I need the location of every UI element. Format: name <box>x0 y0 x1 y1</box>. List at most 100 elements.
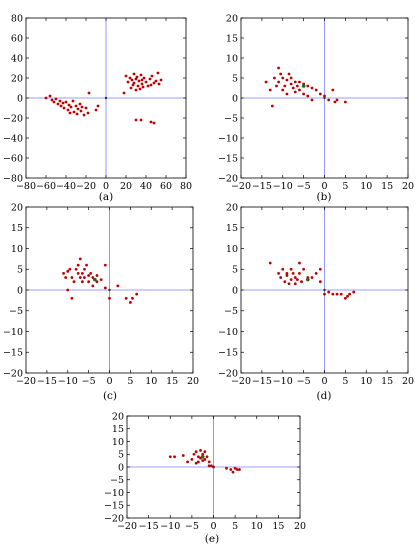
data-point <box>135 75 139 79</box>
data-point <box>291 272 295 275</box>
data-point <box>72 280 76 284</box>
x-tick-label: 20 <box>187 376 199 387</box>
x-tick-label: −20 <box>76 181 96 192</box>
data-point <box>140 82 144 86</box>
x-tick-label: 5 <box>232 521 238 532</box>
y-tick-label: 10 <box>226 53 238 64</box>
data-point <box>196 460 200 464</box>
y-tick-label: 5 <box>232 73 238 84</box>
data-point <box>95 274 99 277</box>
y-tick-label: 20 <box>226 202 238 213</box>
x-tick-label: −5 <box>297 181 311 192</box>
data-point <box>302 267 306 271</box>
data-point <box>82 113 86 117</box>
data-point <box>128 301 132 304</box>
data-point <box>207 460 211 464</box>
data-point <box>138 87 142 91</box>
x-tick-label: 0 <box>321 376 327 387</box>
y-tick-label: −10 <box>218 327 238 338</box>
data-point <box>205 455 209 459</box>
data-point <box>62 106 66 110</box>
origin-marker <box>104 96 108 100</box>
data-point <box>132 72 136 76</box>
data-point <box>352 290 356 294</box>
x-tick-label: 40 <box>140 181 152 192</box>
data-point <box>302 92 306 96</box>
data-point <box>85 263 88 267</box>
x-tick-label: −20 <box>231 376 251 387</box>
panel-c: −20 −15 −10 −5 0 5 10 15 2020151050−5−10−15−20(c… <box>3 202 199 402</box>
x-tick-label: −60 <box>36 181 56 192</box>
data-point <box>207 464 211 468</box>
y-tick-label: −5 <box>224 113 238 124</box>
data-point <box>80 105 84 109</box>
data-point <box>135 292 139 296</box>
data-point <box>95 280 99 284</box>
data-point <box>83 276 86 279</box>
data-point <box>66 108 70 112</box>
x-tick-label: 0 <box>321 181 327 192</box>
data-point <box>94 108 98 112</box>
x-tick-label: −10 <box>58 376 78 387</box>
data-point <box>68 111 72 115</box>
y-tick-label: −10 <box>104 488 124 499</box>
data-point <box>136 84 140 88</box>
x-tick-label: −80 <box>16 181 36 192</box>
x-tick-label: −15 <box>139 521 159 532</box>
data-point <box>335 98 339 102</box>
x-tick-label: 0 <box>103 181 109 192</box>
data-point <box>339 292 343 296</box>
data-point <box>159 78 163 82</box>
data-point <box>144 80 148 84</box>
x-tick-label: 20 <box>402 376 414 387</box>
data-point <box>66 288 70 292</box>
y-tick-label: −10 <box>218 133 238 144</box>
x-tick-label: −5 <box>82 376 96 387</box>
data-point <box>343 296 347 300</box>
panel-caption: (a) <box>99 191 113 203</box>
data-point <box>141 85 145 89</box>
data-point <box>268 88 272 92</box>
data-point <box>295 84 299 88</box>
data-point <box>279 276 283 279</box>
y-tick-label: 60 <box>11 33 23 44</box>
data-point <box>76 263 80 267</box>
x-tick-label: −5 <box>297 376 311 387</box>
data-point <box>168 455 172 459</box>
data-point <box>132 81 136 85</box>
x-tick-label: 5 <box>342 376 348 387</box>
x-tick-label: −10 <box>160 521 180 532</box>
data-point <box>48 94 52 98</box>
data-point <box>156 71 160 75</box>
y-tick-label: 0 <box>17 285 23 296</box>
data-point <box>196 455 200 459</box>
data-point <box>78 276 82 279</box>
data-point <box>277 66 280 70</box>
data-point <box>50 98 54 102</box>
data-point <box>87 91 91 95</box>
y-tick-label: −15 <box>3 348 23 359</box>
data-point <box>273 76 276 80</box>
data-point <box>323 94 326 98</box>
data-point <box>78 257 82 261</box>
x-tick-label: −10 <box>273 181 293 192</box>
data-point <box>298 261 301 265</box>
data-point <box>343 100 347 104</box>
data-point <box>130 78 134 82</box>
data-point <box>289 278 293 282</box>
x-tick-label: 15 <box>166 376 178 387</box>
data-point <box>283 280 287 284</box>
data-point <box>128 76 132 80</box>
data-point <box>293 90 297 94</box>
data-point <box>335 292 339 296</box>
data-point <box>289 267 293 271</box>
data-point <box>289 82 293 86</box>
panel-d: −20 −15 −10 −5 0 5 10 15 2020151050−5−10−15−20(d… <box>218 202 414 402</box>
data-point <box>148 77 152 81</box>
x-tick-label: 20 <box>294 521 306 532</box>
data-point <box>69 105 73 109</box>
data-point <box>293 282 297 286</box>
origin-marker <box>323 288 326 292</box>
data-point <box>190 457 194 461</box>
